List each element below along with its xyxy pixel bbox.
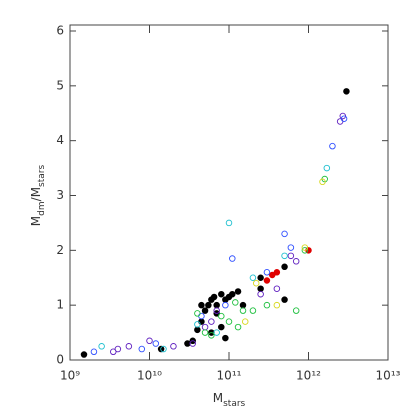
point — [273, 301, 281, 309]
x-axis-label-part: stars — [223, 399, 245, 409]
point — [218, 323, 225, 331]
point — [319, 178, 326, 186]
point — [281, 252, 288, 260]
point — [213, 307, 220, 314]
point — [225, 318, 233, 325]
point — [184, 340, 191, 347]
point — [232, 299, 239, 306]
point — [287, 244, 295, 251]
point — [98, 343, 105, 350]
point — [205, 301, 212, 309]
point — [343, 88, 350, 95]
x-tick-label: 10¹³ — [376, 369, 401, 383]
point — [281, 230, 288, 238]
point — [234, 323, 242, 331]
point — [194, 321, 201, 328]
y-tick-label: 0 — [56, 353, 64, 367]
point — [90, 348, 98, 356]
y-tick-label: 5 — [56, 78, 64, 92]
point — [249, 307, 257, 314]
point — [249, 274, 257, 282]
x-tick-label: 10¹² — [296, 369, 321, 383]
y-tick-label: 6 — [56, 24, 64, 38]
point — [146, 337, 153, 345]
x-axis-label: Mstars — [213, 391, 246, 409]
point — [198, 318, 205, 325]
point — [281, 296, 288, 303]
x-tick-label: 10⁹ — [60, 369, 80, 383]
point — [222, 301, 229, 309]
point — [208, 332, 215, 339]
point — [201, 307, 209, 314]
point — [301, 244, 309, 251]
point — [292, 258, 300, 265]
plot-frame — [69, 24, 389, 361]
point — [218, 290, 225, 298]
point — [194, 310, 201, 317]
y-axis-label-part: /M — [29, 187, 43, 201]
point — [114, 345, 122, 353]
y-axis-label-part: M — [29, 216, 43, 226]
point — [340, 115, 348, 122]
point — [257, 285, 264, 292]
point — [239, 301, 247, 309]
point — [301, 247, 309, 254]
point — [263, 301, 271, 309]
point — [201, 329, 209, 336]
point — [257, 274, 264, 282]
point — [80, 351, 88, 358]
y-tick-label: 2 — [56, 243, 64, 257]
y-tick-label: 1 — [56, 298, 64, 312]
point — [152, 340, 160, 347]
point — [210, 293, 218, 301]
point — [292, 307, 300, 314]
y-axis-label: Mdm/Mstars — [29, 165, 47, 227]
point — [263, 277, 271, 284]
point — [241, 318, 249, 325]
point — [229, 290, 236, 298]
point — [213, 329, 220, 336]
point — [239, 307, 247, 314]
point — [198, 301, 205, 309]
point — [257, 290, 264, 298]
point — [201, 323, 209, 331]
y-axis-label-part: stars — [37, 165, 47, 187]
point — [263, 269, 271, 276]
point — [281, 263, 288, 271]
point — [170, 343, 177, 350]
point — [208, 318, 215, 325]
point — [225, 219, 233, 227]
point — [189, 340, 197, 347]
y-axis-label-part: dm — [37, 201, 47, 215]
point — [160, 345, 167, 353]
point — [198, 312, 205, 320]
point — [273, 285, 281, 292]
x-tick-label: 10¹¹ — [217, 369, 242, 383]
x-axis-label-part: M — [213, 391, 223, 405]
point — [138, 345, 146, 353]
point — [194, 326, 201, 334]
point — [329, 142, 336, 150]
point — [273, 269, 281, 276]
point — [269, 271, 276, 279]
point — [222, 334, 229, 342]
point — [252, 279, 260, 287]
point — [218, 312, 225, 320]
y-tick-label: 3 — [56, 188, 64, 202]
point — [110, 348, 117, 356]
y-tick-label: 4 — [56, 133, 64, 147]
point — [287, 252, 295, 260]
x-tick-label: 10¹⁰ — [137, 369, 162, 383]
point — [213, 301, 220, 309]
point — [125, 343, 133, 350]
point — [234, 288, 242, 295]
point — [323, 164, 331, 172]
point — [336, 118, 344, 125]
point — [229, 255, 236, 262]
